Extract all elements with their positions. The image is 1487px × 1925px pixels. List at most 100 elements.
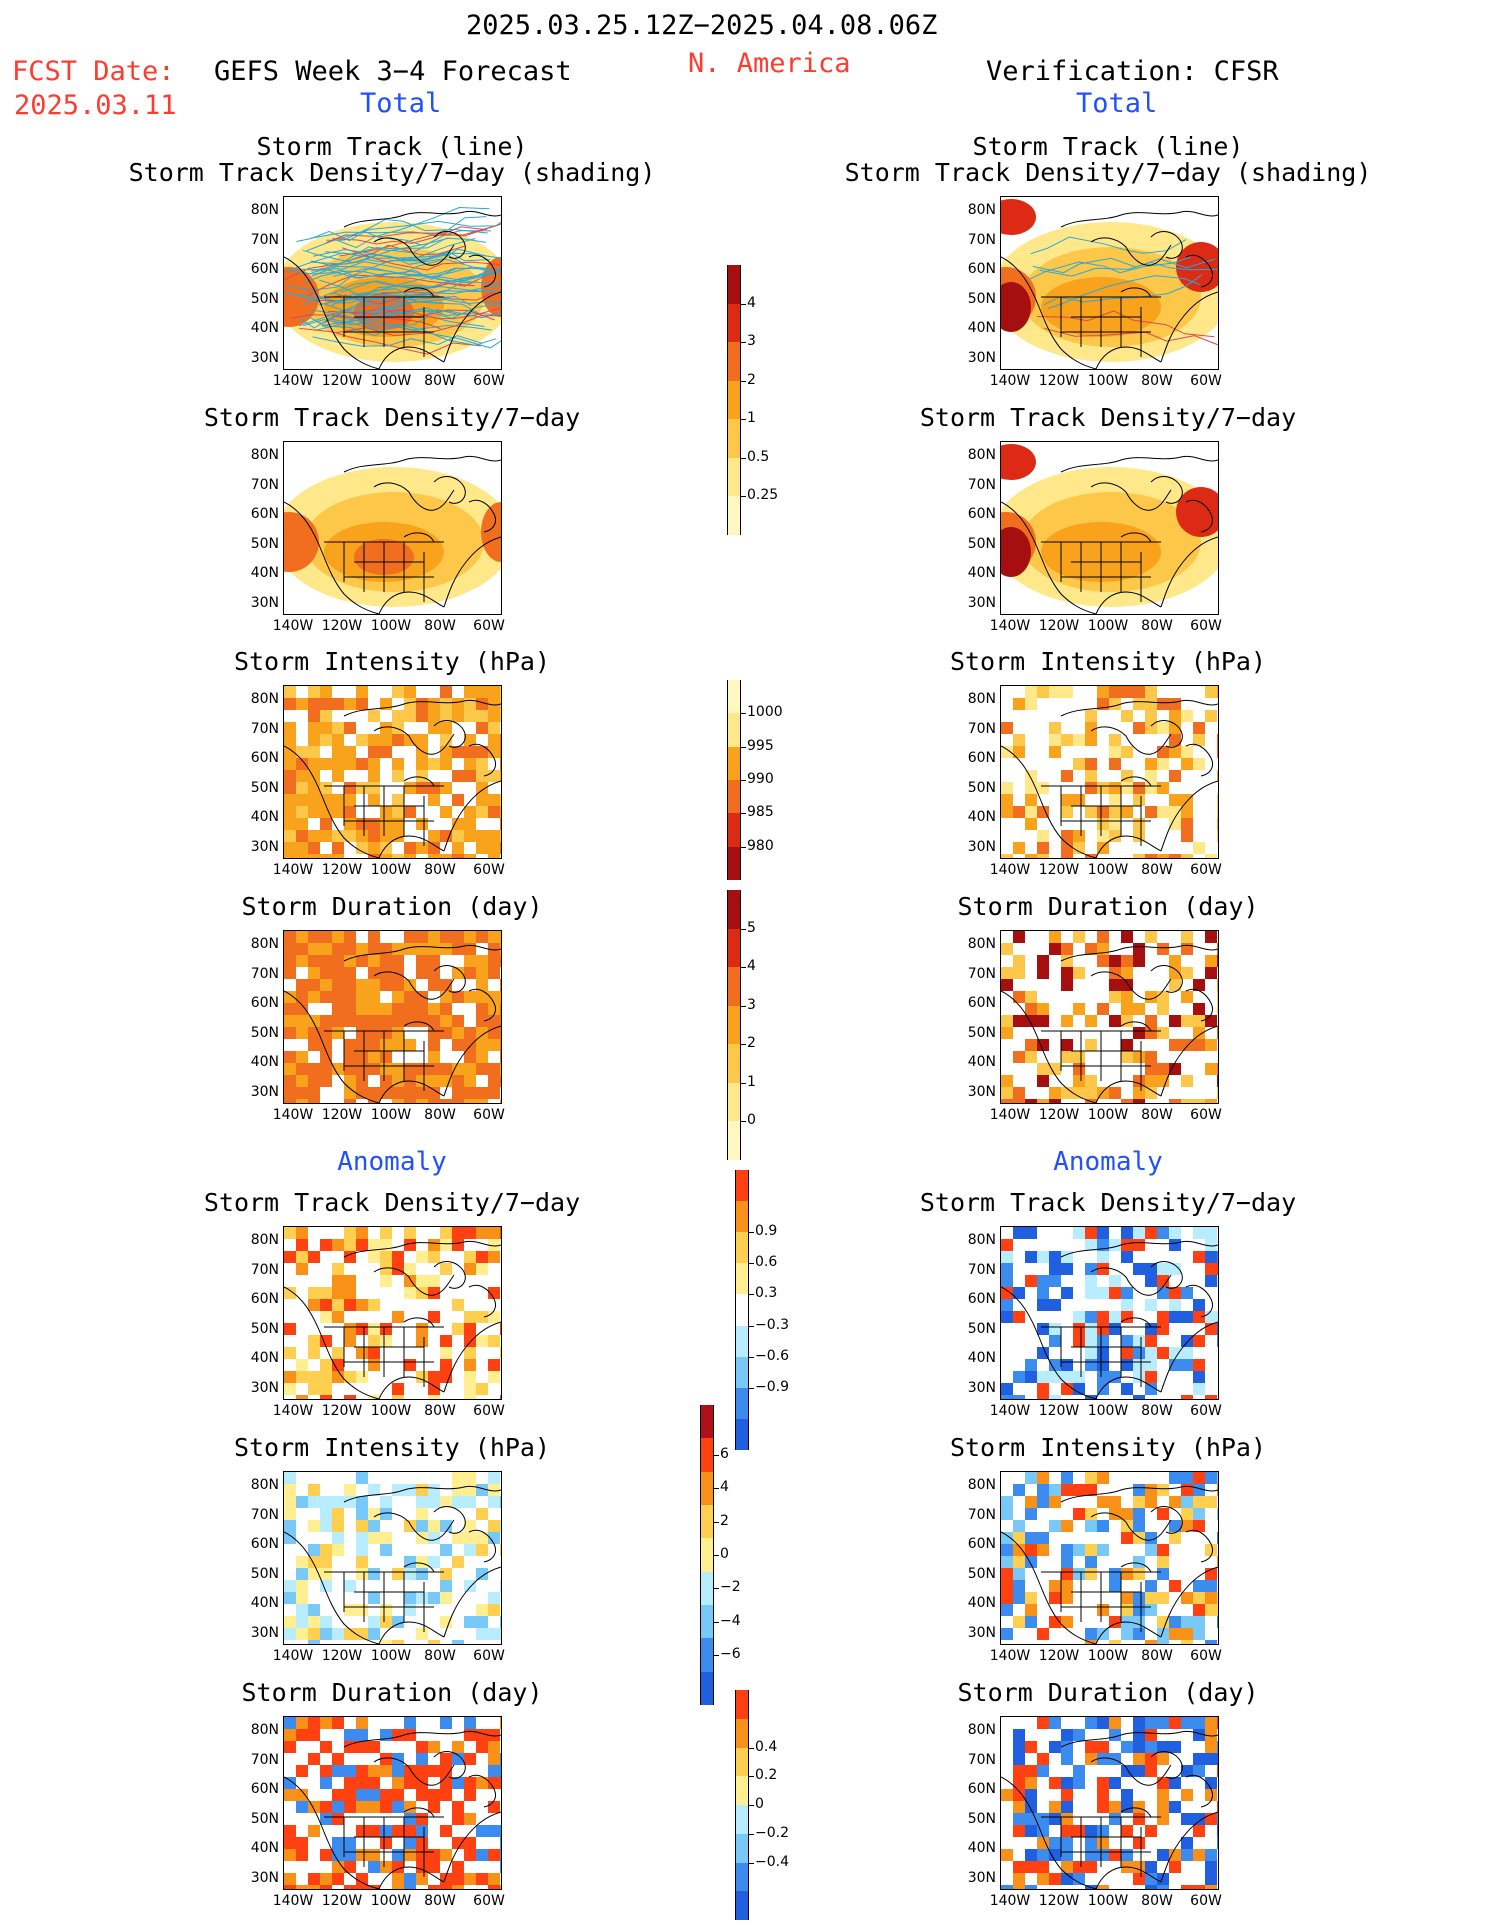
- anomaly-label-left: Anomaly: [337, 1147, 447, 1177]
- title-anom-density-left: Storm Track Density/7−day: [203, 1188, 581, 1217]
- colorbar-duration_anom: 0.4 0.2 0 −0.2 −0.4: [735, 1690, 789, 1920]
- colorbar-swatch: [727, 1082, 741, 1122]
- lon-label: 140W: [272, 1648, 314, 1664]
- map-canvas: [284, 1472, 501, 1644]
- colorbar-swatch: [700, 1604, 714, 1639]
- lon-label: 80W: [1141, 1648, 1173, 1664]
- colorbar-tick-mark: [749, 1294, 754, 1296]
- colorbar-tick-mark: [741, 342, 746, 344]
- colorbar-tick-label: −6: [720, 1646, 741, 1662]
- lon-label: 100W: [370, 618, 412, 634]
- lat-label: 40N: [250, 565, 279, 581]
- lon-label: 120W: [1038, 1648, 1080, 1664]
- title-anom-intensity-left: Storm Intensity (hPa): [233, 1433, 551, 1462]
- title-intensity-left: Storm Intensity (hPa): [233, 647, 551, 676]
- map-aduration-left: [283, 1716, 502, 1890]
- lat-label: 70N: [967, 1751, 996, 1768]
- lon-label: 120W: [1038, 1107, 1080, 1123]
- lon-label: 60W: [473, 1403, 505, 1419]
- colorbar-swatch: [700, 1638, 714, 1672]
- map-canvas: [284, 455, 501, 614]
- colorbar-swatch: [735, 1718, 749, 1748]
- colorbar-tick-mark: [749, 1325, 754, 1327]
- region-label: N. America: [688, 48, 851, 79]
- colorbar-swatch: [700, 1405, 714, 1439]
- colorbar-tick-label: 0: [747, 1112, 756, 1129]
- lat-label: 70N: [967, 1506, 996, 1523]
- lon-label: 100W: [370, 1893, 412, 1909]
- colorbar-tick-mark: [741, 813, 746, 815]
- colorbar-tick-mark: [714, 1655, 719, 1656]
- colorbar-swatch: [735, 1387, 749, 1419]
- lon-label: 140W: [272, 373, 314, 389]
- lon-label: 100W: [1087, 1107, 1129, 1123]
- colorbar-intensity_anom: 6 4 2 0 −2 −4 −6: [700, 1405, 741, 1705]
- lat-label: 30N: [967, 838, 996, 855]
- lon-label: 80W: [1141, 373, 1173, 389]
- lon-label: 100W: [1087, 618, 1129, 634]
- lon-label: 100W: [370, 862, 412, 878]
- map-canvas: [284, 1717, 501, 1889]
- lat-label: 70N: [967, 720, 996, 737]
- colorbar-tick-label: 5: [747, 919, 756, 936]
- lon-label: 140W: [272, 618, 314, 634]
- colorbar-tick-label: −0.9: [755, 1378, 789, 1395]
- colorbar-swatch: [727, 496, 741, 535]
- colorbar-tick-mark: [714, 1455, 719, 1456]
- lat-label: 50N: [250, 1320, 279, 1337]
- colorbar-tick-mark: [749, 1833, 754, 1835]
- colorbar-tick-label: 4: [720, 1479, 729, 1496]
- lon-label: 80W: [424, 1107, 456, 1123]
- lat-label: 30N: [967, 1624, 996, 1641]
- lon-label: 120W: [321, 618, 363, 634]
- map-canvas: [1001, 444, 1218, 614]
- lat-label: 50N: [967, 290, 996, 307]
- colorbar-tick-mark: [741, 928, 746, 930]
- lat-label: 30N: [250, 1379, 279, 1396]
- lon-label: 60W: [473, 618, 505, 634]
- colorbar-swatch: [735, 1891, 749, 1920]
- colorbar-tick-mark: [714, 1488, 719, 1490]
- lon-label: 60W: [1190, 618, 1222, 634]
- lon-label: 120W: [1038, 1403, 1080, 1419]
- lat-label: 70N: [250, 1751, 279, 1768]
- colorbar-tick-label: 1: [747, 1073, 756, 1090]
- lat-label: 60N: [250, 1781, 279, 1797]
- lat-label: 60N: [967, 995, 996, 1011]
- colorbar-swatch: [727, 813, 741, 847]
- lon-label: 80W: [424, 862, 456, 878]
- lat-label: 60N: [250, 506, 279, 522]
- lat-label: 80N: [967, 447, 996, 463]
- colorbar-swatch: [735, 1201, 749, 1233]
- lat-label: 40N: [250, 1595, 279, 1611]
- title-track-line-right: Storm Track (line): [972, 132, 1244, 161]
- lon-label: 60W: [1190, 862, 1222, 878]
- colorbar-swatch: [727, 890, 741, 929]
- colorbar-tick-label: −4: [720, 1612, 741, 1629]
- map-canvas: [1001, 199, 1218, 369]
- lat-label: 40N: [967, 565, 996, 581]
- colorbar-tick-label: −0.6: [755, 1347, 789, 1364]
- forecast-title: GEFS Week 3−4 Forecast: [214, 56, 572, 87]
- map-duration-right: [1000, 930, 1219, 1104]
- map-canvas: [1001, 1472, 1218, 1644]
- colorbar-duration_total: 5 4 3 2 1 0: [727, 890, 756, 1160]
- colorbar-tick-mark: [749, 1387, 754, 1389]
- lon-label: 80W: [1141, 1403, 1173, 1419]
- map-adensity-left: [283, 1226, 502, 1400]
- colorbar-tick-mark: [741, 1044, 746, 1046]
- colorbar-tick-mark: [749, 1747, 754, 1749]
- lon-label: 120W: [321, 1107, 363, 1123]
- colorbar-swatch: [700, 1438, 714, 1472]
- lat-label: 70N: [967, 476, 996, 493]
- lon-label: 60W: [1190, 1648, 1222, 1664]
- title-track-line-left: Storm Track (line): [256, 132, 528, 161]
- lat-label: 50N: [967, 1565, 996, 1582]
- title-anom-duration-right: Storm Duration (day): [957, 1678, 1259, 1707]
- colorbar-tick-label: 980: [747, 837, 774, 854]
- colorbar-tick-mark: [741, 1082, 746, 1084]
- lon-label: 120W: [1038, 373, 1080, 389]
- colorbar-swatch: [735, 1170, 749, 1202]
- lat-label: 80N: [250, 1722, 279, 1738]
- lon-label: 120W: [321, 373, 363, 389]
